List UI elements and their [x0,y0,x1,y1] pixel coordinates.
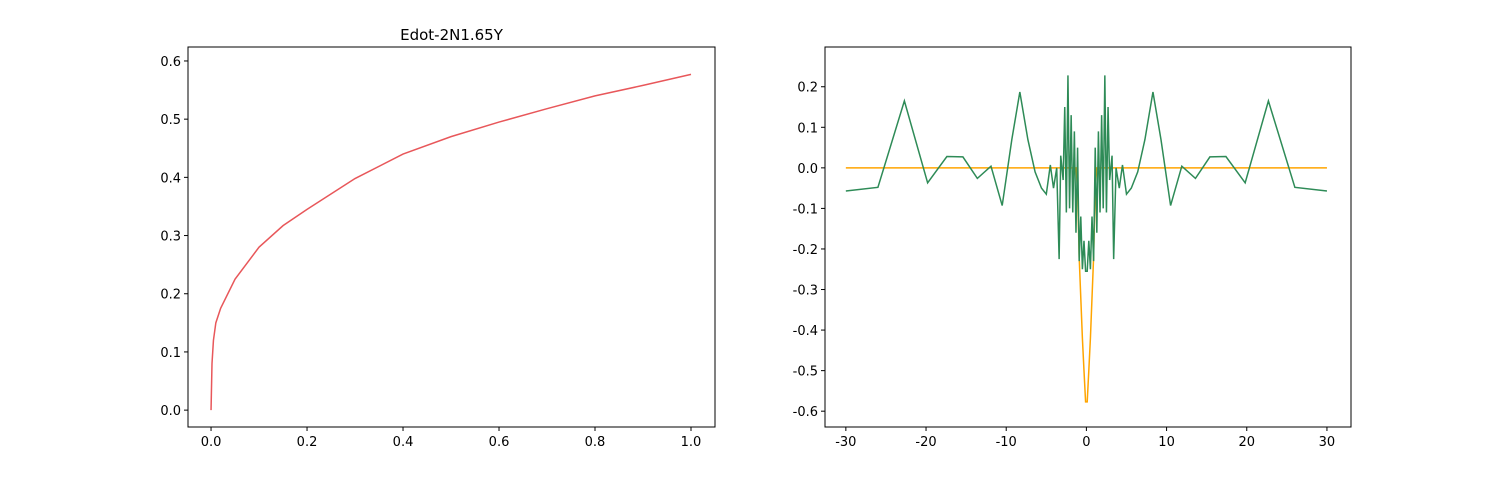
y-tick-label: 0.0 [797,162,818,177]
axes-frame [187,46,716,428]
x-tick-label: 0.4 [393,435,414,450]
y-tick-label: 0.1 [160,346,181,361]
y-tick-label: -0.6 [793,405,818,420]
y-tick-label: 0.1 [797,121,818,136]
x-tick-label: 20 [1238,435,1255,450]
x-tick-label: 0.6 [489,435,510,450]
data-line [210,73,692,411]
x-tick-label: 0.8 [585,435,606,450]
y-tick-label: 0.2 [160,288,181,303]
x-tick-label: -30 [835,435,856,450]
chart-title: Edot-2N1.65Y [400,26,504,44]
y-tick-label: -0.1 [793,202,818,217]
y-tick-label: 0.2 [797,81,818,96]
y-tick-label: -0.5 [793,365,818,380]
y-tick-label: 0.3 [160,230,181,245]
x-tick-label: 30 [1319,435,1336,450]
y-tick-label: 0.5 [160,113,181,128]
y-tick-label: 0.0 [160,404,181,419]
x-tick-label: -20 [915,435,936,450]
y-tick-label: 0.6 [160,55,181,70]
data-line [845,167,1327,403]
axes-frame [824,46,1352,428]
y-tick-label: -0.4 [793,324,818,339]
x-tick-label: 1.0 [681,435,702,450]
x-tick-label: -10 [996,435,1017,450]
y-tick-label: -0.3 [793,284,818,299]
data-line [845,75,1328,273]
y-tick-label: -0.2 [793,243,818,258]
x-tick-label: 10 [1158,435,1175,450]
x-tick-label: 0 [1082,435,1090,450]
y-tick-label: 0.4 [160,171,181,186]
x-tick-label: 0.2 [297,435,318,450]
x-tick-label: 0.0 [201,435,222,450]
